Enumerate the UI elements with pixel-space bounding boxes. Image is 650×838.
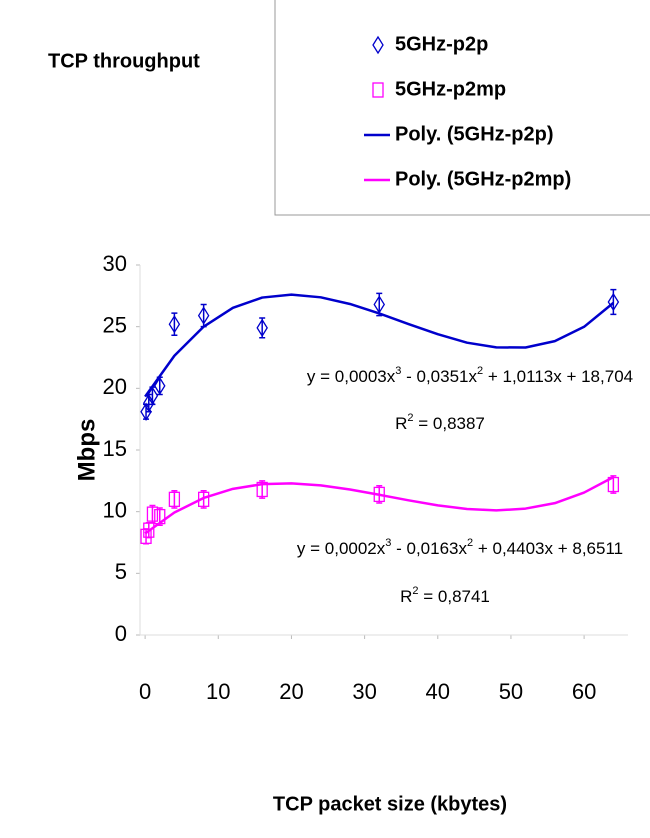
x-tick-label: 50	[499, 679, 523, 704]
data-point	[607, 292, 620, 312]
x-tick-label: 60	[572, 679, 596, 704]
chart-title: TCP throughput	[48, 50, 200, 72]
superscript: 3	[395, 365, 401, 377]
annotation-text: R	[395, 414, 407, 433]
data-point	[153, 376, 166, 396]
legend-swatch	[372, 35, 384, 55]
legend-box	[274, 0, 650, 216]
annotation-text: + 0,4403x + 8,6511	[473, 539, 623, 558]
annotation-text: - 0,0163x	[391, 539, 467, 558]
trend-line	[144, 293, 615, 398]
superscript: 2	[477, 365, 483, 377]
annotation-text: = 0,8387	[414, 414, 485, 433]
annotation: y = 0,0003x3 - 0,0351x2 + 1,0113x + 18,7…	[307, 365, 633, 387]
legend-label: 5GHz-p2p	[395, 33, 488, 55]
annotation: R2 = 0,8387	[395, 412, 485, 434]
x-tick-label: 20	[279, 679, 303, 704]
data-point	[256, 318, 268, 338]
data-point	[168, 314, 181, 334]
data-point	[140, 528, 152, 544]
annotation: y = 0,0002x3 - 0,0163x2 + 0,4403x + 8,65…	[297, 537, 623, 559]
legend-swatch	[372, 82, 384, 98]
x-axis-label: TCP packet size (kbytes)	[273, 793, 507, 815]
superscript: 2	[407, 412, 413, 424]
annotation-text: + 1,0113x + 18,704	[483, 367, 633, 386]
data-point	[197, 306, 210, 325]
y-tick-label: 10	[103, 497, 127, 522]
legend-label: Poly. (5GHz-p2mp)	[395, 168, 571, 190]
y-tick-label: 20	[103, 374, 127, 399]
trend-line	[144, 476, 614, 535]
x-tick-label: 40	[426, 679, 450, 704]
data-point	[168, 491, 181, 507]
error-bar	[259, 317, 266, 339]
y-tick-label: 25	[103, 312, 127, 337]
legend-label: 5GHz-p2mp	[395, 78, 506, 100]
data-point	[256, 481, 268, 498]
superscript: 3	[385, 537, 391, 549]
y-tick-label: 5	[115, 559, 127, 584]
y-tick-label: 30	[103, 251, 127, 276]
y-tick-label: 15	[103, 436, 127, 461]
annotation-text: - 0,0351x	[401, 367, 477, 386]
superscript: 2	[467, 537, 473, 549]
x-tick-label: 0	[139, 679, 151, 704]
annotation-text: R	[400, 587, 412, 606]
superscript: 2	[412, 585, 418, 597]
data-point	[146, 506, 159, 522]
error-bar	[171, 489, 178, 509]
y-tick-label: 0	[115, 621, 127, 646]
annotation: R2 = 0,8741	[400, 585, 490, 607]
y-axis-label: Mbps	[73, 419, 100, 482]
annotation-text: y = 0,0003x	[307, 367, 396, 386]
x-tick-label: 10	[206, 679, 230, 704]
legend-label: Poly. (5GHz-p2p)	[395, 123, 554, 145]
x-tick-label: 30	[352, 679, 376, 704]
error-bar	[610, 475, 617, 494]
annotation-text: = 0,8741	[419, 587, 490, 606]
annotation-text: y = 0,0002x	[297, 539, 386, 558]
data-point	[143, 522, 155, 538]
